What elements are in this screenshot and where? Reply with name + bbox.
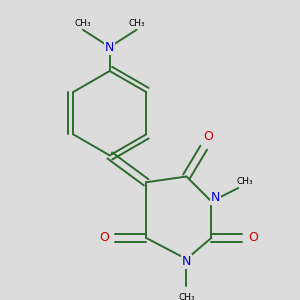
Text: N: N [182,255,191,268]
Text: N: N [211,191,220,204]
Text: O: O [99,231,109,244]
Text: CH₃: CH₃ [178,293,195,300]
Text: O: O [204,130,214,143]
Text: CH₃: CH₃ [74,19,91,28]
Text: CH₃: CH₃ [128,19,145,28]
Text: O: O [249,231,259,244]
Text: N: N [105,40,114,53]
Text: CH₃: CH₃ [237,177,253,186]
